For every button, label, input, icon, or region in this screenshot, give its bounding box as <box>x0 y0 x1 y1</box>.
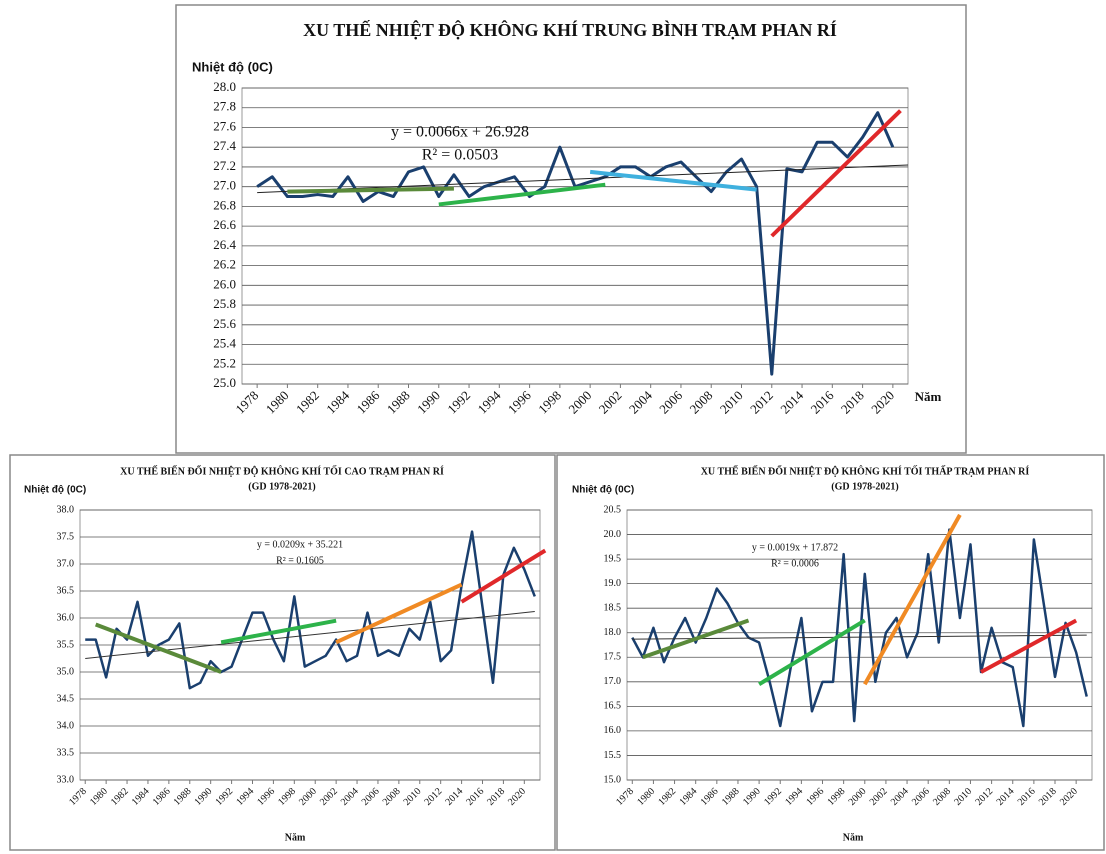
y-tick-label: 35.5 <box>57 639 75 650</box>
x-axis-label: Năm <box>915 389 942 404</box>
trend-line <box>287 186 454 194</box>
y-axis-label: Nhiệt độ (0C) <box>572 485 634 496</box>
trend-line <box>220 618 337 645</box>
annotation: y = 0.0066x + 26.928 <box>391 124 529 141</box>
data-line <box>85 530 536 690</box>
y-tick-label: 25.0 <box>213 375 236 390</box>
y-tick-label: 27.8 <box>213 99 236 114</box>
chart-frame <box>175 4 967 454</box>
y-tick-label: 28.0 <box>213 79 236 94</box>
y-tick-label: 17.5 <box>604 652 622 663</box>
data-line <box>631 528 1088 728</box>
y-tick-label: 35.0 <box>57 666 75 677</box>
chart-title: XU THẾ BIẾN ĐỔI NHIỆT ĐỘ KHÔNG KHÍ TỐI C… <box>120 464 444 477</box>
annotation: y = 0.0209x + 35.221 <box>257 539 343 550</box>
x-axis-label: Năm <box>843 832 864 843</box>
y-tick-label: 33.0 <box>57 774 75 785</box>
annotation: R² = 0.1605 <box>276 555 324 566</box>
y-tick-label: 25.2 <box>213 355 236 370</box>
chart-frame <box>9 454 556 851</box>
y-tick-label: 26.2 <box>213 257 236 272</box>
y-tick-label: 38.0 <box>57 504 75 515</box>
y-tick-label: 25.8 <box>213 296 236 311</box>
chart-subtitle: (GD 1978-2021) <box>831 481 899 492</box>
trend-line <box>758 618 866 686</box>
y-tick-label: 20.5 <box>604 504 622 515</box>
y-axis-label: Nhiệt độ (0C) <box>192 59 273 74</box>
annotation: R² = 0.0006 <box>771 558 819 569</box>
y-tick-label: 37.0 <box>57 558 75 569</box>
trend-line <box>863 513 962 686</box>
y-tick-label: 17.0 <box>604 676 622 687</box>
trend-line <box>980 618 1078 674</box>
x-axis-label: Năm <box>285 832 306 843</box>
y-tick-label: 36.5 <box>57 585 75 596</box>
y-tick-label: 26.8 <box>213 197 236 212</box>
trend-line <box>632 634 1087 640</box>
trend-line <box>335 582 463 645</box>
y-tick-label: 37.5 <box>57 531 75 542</box>
y-tick-label: 15.5 <box>604 750 622 761</box>
y-tick-label: 34.5 <box>57 693 75 704</box>
chart-title: XU THẾ NHIỆT ĐỘ KHÔNG KHÍ TRUNG BÌNH TRẠ… <box>303 19 837 40</box>
y-tick-label: 26.0 <box>213 276 236 291</box>
y-tick-label: 34.0 <box>57 720 75 731</box>
y-tick-label: 33.5 <box>57 747 75 758</box>
y-tick-label: 26.6 <box>213 217 236 232</box>
y-tick-label: 27.0 <box>213 178 236 193</box>
trend-line <box>94 622 222 674</box>
y-tick-label: 25.4 <box>213 336 236 351</box>
y-tick-label: 27.2 <box>213 158 236 173</box>
y-tick-label: 18.5 <box>604 602 622 613</box>
trend-line <box>257 164 909 194</box>
y-tick-label: 18.0 <box>604 627 622 638</box>
chart-title: XU THẾ BIẾN ĐỔI NHIỆT ĐỘ KHÔNG KHÍ TỐI T… <box>701 464 1030 477</box>
y-tick-label: 15.0 <box>604 774 622 785</box>
y-tick-label: 20.0 <box>604 529 622 540</box>
y-tick-label: 25.6 <box>213 316 236 331</box>
trend-line <box>642 618 750 660</box>
chart-subtitle: (GD 1978-2021) <box>248 481 316 492</box>
trend-line <box>460 548 547 604</box>
y-tick-label: 16.5 <box>604 701 622 712</box>
annotation: y = 0.0019x + 17.872 <box>752 542 838 553</box>
y-tick-label: 36.0 <box>57 612 75 623</box>
trend-line <box>770 109 902 238</box>
y-axis-label: Nhiệt độ (0C) <box>24 485 86 496</box>
y-tick-label: 19.0 <box>604 578 622 589</box>
y-tick-label: 16.0 <box>604 725 622 736</box>
y-tick-label: 19.5 <box>604 553 622 564</box>
trend-line <box>438 182 606 207</box>
annotation: R² = 0.0503 <box>422 147 499 164</box>
trend-line <box>589 169 757 192</box>
y-tick-label: 26.4 <box>213 237 236 252</box>
y-tick-label: 27.6 <box>213 118 236 133</box>
y-tick-label: 27.4 <box>213 138 236 153</box>
